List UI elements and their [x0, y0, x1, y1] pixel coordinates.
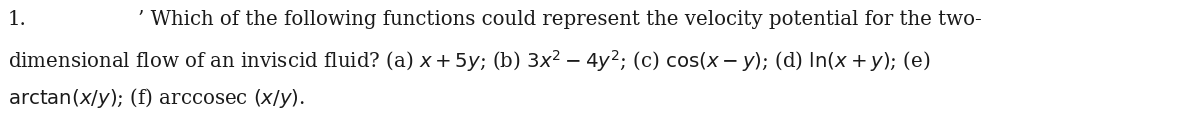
Text: dimensional flow of an inviscid fluid? (a) $x + 5y$; (b) $3x^2 - 4y^2$; (c) $\co: dimensional flow of an inviscid fluid? (… — [8, 48, 930, 74]
Text: 1.: 1. — [8, 10, 26, 29]
Text: ’ Which of the following functions could represent the velocity potential for th: ’ Which of the following functions could… — [138, 10, 982, 29]
Text: $\arctan(x/y)$; (f) arccosec $(x/y)$.: $\arctan(x/y)$; (f) arccosec $(x/y)$. — [8, 86, 305, 110]
